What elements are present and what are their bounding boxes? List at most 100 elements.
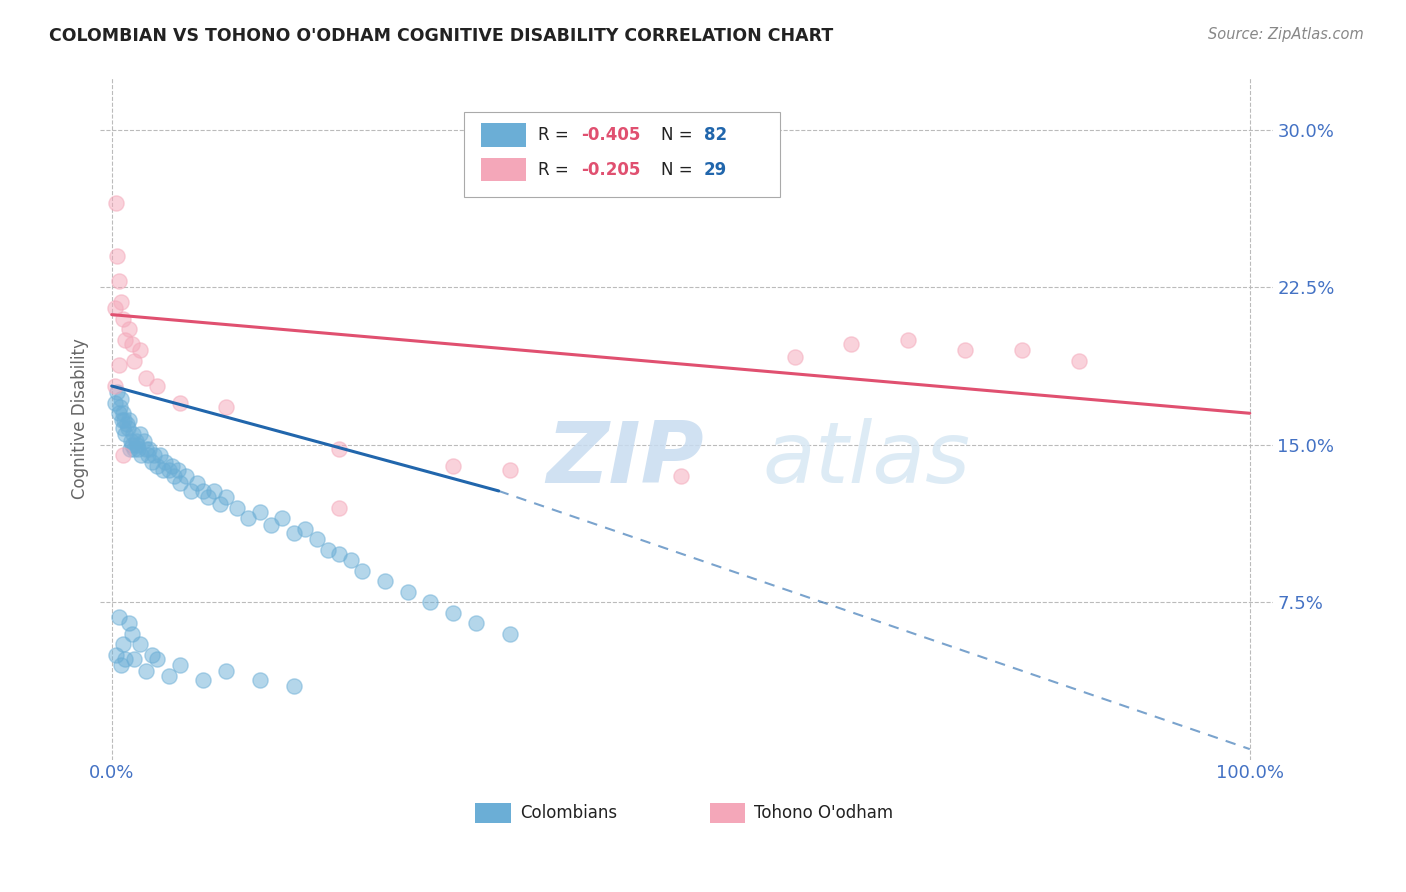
Point [135,665,157,679]
Point [163,469,186,483]
Point [112,412,135,426]
Point [197,490,219,504]
Point [283,679,305,693]
Point [339,553,361,567]
Point [107,249,129,263]
Point [155,454,177,468]
Point [174,469,197,483]
Point [305,532,328,546]
Point [352,564,374,578]
Point [374,574,396,589]
Point [107,274,129,288]
Point [112,311,135,326]
Point [124,442,146,456]
Point [141,648,163,662]
Point [146,379,169,393]
Point [157,668,180,682]
Point [271,511,294,525]
Point [419,595,441,609]
Text: N =: N = [661,127,697,145]
Point [127,442,149,456]
Point [141,454,163,468]
Point [129,427,152,442]
Point [166,463,188,477]
Point [108,400,131,414]
Point [152,463,174,477]
Point [122,427,145,442]
Point [118,442,141,456]
Point [1011,343,1033,358]
Point [117,421,139,435]
Point [180,483,202,498]
Point [120,434,142,448]
Point [142,448,165,462]
Point [955,343,977,358]
Bar [475,803,510,823]
Point [148,448,170,462]
Point [121,626,143,640]
Point [118,412,141,426]
Point [136,448,159,462]
Point [114,652,136,666]
Point [110,658,132,673]
Point [186,475,208,490]
Point [214,490,236,504]
Point [124,353,146,368]
Text: ZIP: ZIP [546,418,703,501]
Point [121,438,143,452]
Text: COLOMBIAN VS TOHONO O'ODHAM COGNITIVE DISABILITY CORRELATION CHART: COLOMBIAN VS TOHONO O'ODHAM COGNITIVE DI… [49,27,834,45]
Point [125,438,148,452]
Point [107,358,129,372]
Point [146,652,169,666]
FancyBboxPatch shape [464,112,780,197]
Point [191,483,214,498]
Point [783,350,806,364]
Point [104,301,127,316]
Point [294,522,316,536]
Point [897,333,920,347]
Point [1067,353,1090,368]
Point [249,505,271,519]
Point [111,412,134,426]
Point [146,458,169,473]
Point [202,483,225,498]
Point [118,322,141,336]
Text: Source: ZipAtlas.com: Source: ZipAtlas.com [1208,27,1364,42]
Bar [710,803,745,823]
Text: 82: 82 [704,127,727,145]
Point [112,637,135,651]
Text: 29: 29 [704,161,727,178]
Point [841,337,863,351]
Point [121,337,143,351]
Point [214,400,236,414]
Point [110,392,132,406]
Point [110,295,132,310]
Point [214,665,236,679]
Text: N =: N = [661,161,697,178]
Point [328,547,350,561]
Text: -0.205: -0.205 [581,161,640,178]
Text: R =: R = [537,161,574,178]
Point [169,475,191,490]
Point [118,616,141,631]
Point [464,616,486,631]
Point [191,673,214,687]
Point [105,648,128,662]
Point [138,442,160,456]
Text: atlas: atlas [762,418,970,501]
Point [114,427,136,442]
Point [135,442,157,456]
Point [115,417,138,431]
Point [226,500,249,515]
Point [396,584,419,599]
Point [112,421,135,435]
Point [669,469,692,483]
Point [107,610,129,624]
Point [107,406,129,420]
Point [129,637,152,651]
Point [260,517,283,532]
Point [238,511,260,525]
Bar [481,158,526,181]
Text: Tohono O'odham: Tohono O'odham [755,804,894,822]
Point [328,500,350,515]
